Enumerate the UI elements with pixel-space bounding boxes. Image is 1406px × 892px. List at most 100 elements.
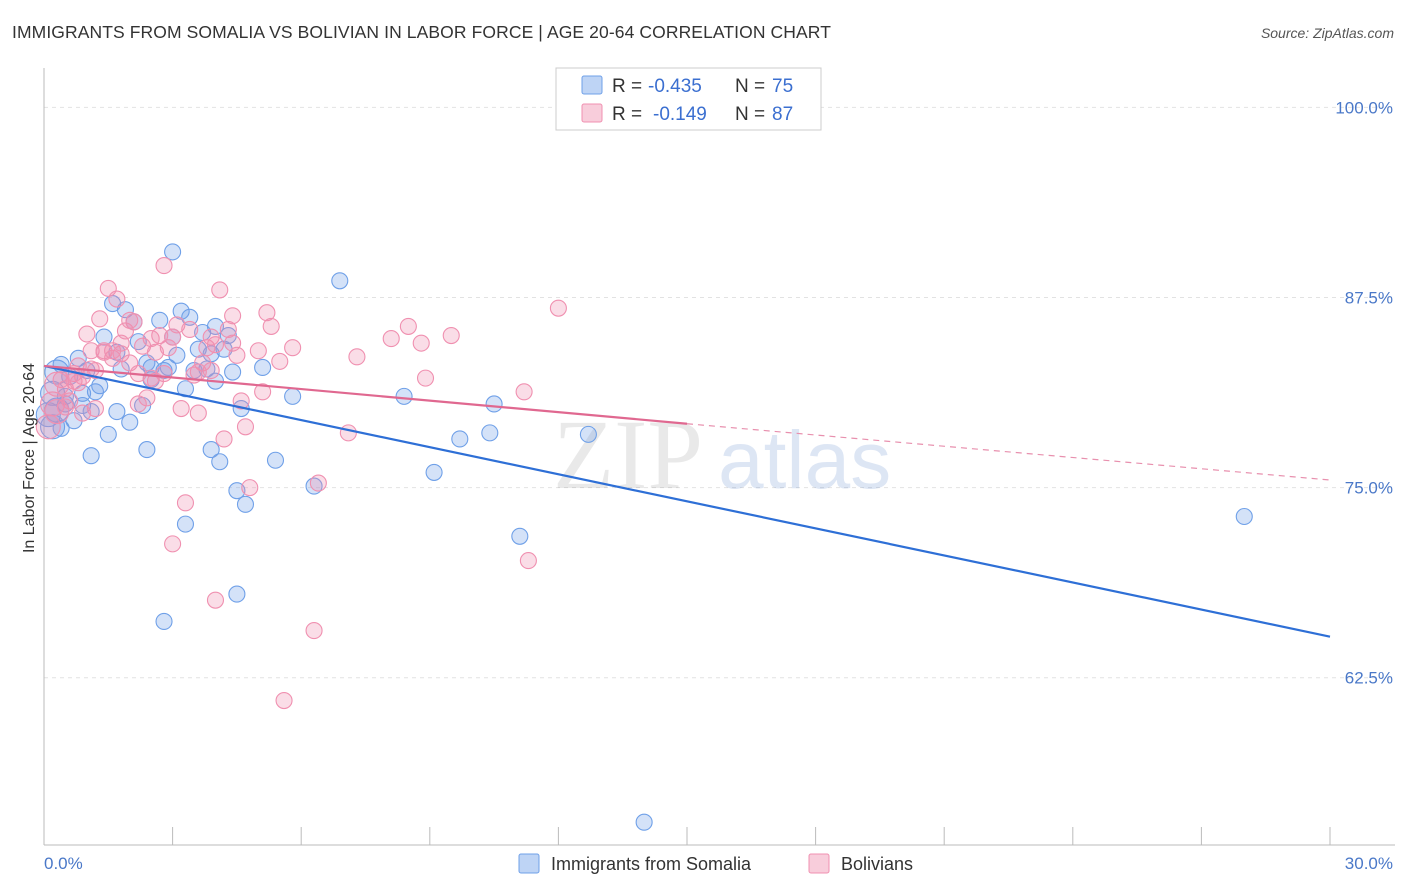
point-somalia-61 <box>425 463 443 481</box>
point-bolivians-50 <box>258 304 276 322</box>
series-somalia-points <box>35 243 1253 831</box>
point-somalia-34 <box>164 243 182 261</box>
y-tick-label-3: 100.0% <box>1335 98 1393 117</box>
point-bolivians-79 <box>249 342 267 360</box>
point-bolivians-30 <box>164 535 182 553</box>
point-bolivians-40 <box>206 591 225 609</box>
point-bolivians-45 <box>228 346 246 364</box>
point-somalia-73 <box>99 425 117 443</box>
point-somalia-65 <box>511 527 529 545</box>
y-tick-label-1: 75.0% <box>1345 479 1393 498</box>
point-somalia-37 <box>176 515 195 533</box>
point-bolivians-43 <box>219 320 237 339</box>
point-bolivians-70 <box>121 311 139 329</box>
point-bolivians-65 <box>549 299 567 317</box>
point-bolivians-85 <box>112 334 130 352</box>
point-bolivians-59 <box>399 317 417 335</box>
series-bolivians-points <box>35 257 567 710</box>
point-somalia-54 <box>236 495 255 513</box>
x-tick-label-1: 30.0% <box>1345 854 1393 873</box>
point-bolivians-10 <box>82 342 100 360</box>
point-somalia-45 <box>202 441 220 459</box>
point-bolivians-1 <box>40 391 66 417</box>
y-tick-label-0: 62.5% <box>1345 669 1393 688</box>
point-somalia-46 <box>206 317 225 335</box>
point-bolivians-53 <box>284 339 302 357</box>
point-somalia-72 <box>52 419 70 437</box>
legend-r-label-1: R = <box>612 104 642 125</box>
point-somalia-68 <box>635 813 653 831</box>
point-somalia-60 <box>395 387 413 405</box>
bottom-legend-swatch-somalia <box>518 853 540 874</box>
point-somalia-26 <box>138 441 156 459</box>
point-bolivians-9 <box>78 325 96 343</box>
point-somalia-63 <box>485 395 503 413</box>
point-somalia-51 <box>224 363 242 381</box>
point-bolivians-51 <box>262 317 280 335</box>
point-bolivians-16 <box>108 290 126 308</box>
point-bolivians-69 <box>86 399 104 418</box>
point-somalia-62 <box>451 430 469 448</box>
point-somalia-30 <box>151 311 169 329</box>
point-bolivians-60 <box>412 334 430 352</box>
point-bolivians-42 <box>215 430 233 448</box>
point-bolivians-23 <box>138 389 156 407</box>
trend-line-somalia <box>43 364 1331 638</box>
point-bolivians-29 <box>159 339 177 357</box>
point-bolivians-54 <box>305 622 323 640</box>
point-bolivians-28 <box>155 257 173 275</box>
point-bolivians-32 <box>172 399 190 418</box>
point-somalia-39 <box>181 308 199 326</box>
top-legend: R = -0.435 N = 75 R = -0.149 N = 87 <box>555 67 822 131</box>
point-somalia-57 <box>284 387 302 405</box>
x-tick-label-0: 0.0% <box>44 854 83 873</box>
legend-n-label-0: N = <box>735 76 765 97</box>
point-somalia-56 <box>266 451 285 469</box>
point-bolivians-80 <box>95 343 113 361</box>
point-bolivians-84 <box>65 372 83 390</box>
point-bolivians-61 <box>416 369 435 387</box>
point-bolivians-48 <box>241 479 259 497</box>
watermark: ZIP atlas <box>553 399 891 510</box>
x-tick-labels: 0.0% 30.0% <box>44 854 1393 873</box>
point-bolivians-67 <box>56 398 74 416</box>
point-bolivians-47 <box>236 418 255 436</box>
point-bolivians-77 <box>164 328 182 346</box>
point-bolivians-57 <box>348 348 366 366</box>
point-somalia-69 <box>228 585 246 603</box>
point-bolivians-46 <box>232 392 250 410</box>
point-bolivians-78 <box>224 307 242 325</box>
legend-r-value-0: -0.435 <box>648 76 702 97</box>
point-somalia-22 <box>121 413 139 431</box>
y-tick-label-2: 87.5% <box>1345 289 1393 308</box>
point-bolivians-33 <box>176 494 195 512</box>
point-bolivians-81 <box>74 404 92 422</box>
point-somalia-14 <box>82 447 100 465</box>
point-bolivians-58 <box>382 330 400 348</box>
point-somalia-70 <box>155 612 173 630</box>
point-bolivians-39 <box>202 361 220 380</box>
y-tick-labels: 62.5% 75.0% 87.5% 100.0% <box>1335 98 1393 687</box>
chart-title: IMMIGRANTS FROM SOMALIA VS BOLIVIAN IN L… <box>12 22 832 42</box>
source-label: Source: ZipAtlas.com <box>1260 25 1394 41</box>
point-bolivians-83 <box>189 363 207 381</box>
point-somalia-59 <box>331 272 349 290</box>
point-bolivians-82 <box>142 330 160 348</box>
point-bolivians-73 <box>44 371 70 397</box>
bottom-legend: Immigrants from Somalia Bolivians <box>518 853 913 874</box>
point-bolivians-56 <box>339 424 357 442</box>
point-somalia-64 <box>481 424 499 442</box>
point-somalia-19 <box>108 403 126 421</box>
legend-swatch-somalia <box>581 75 603 95</box>
legend-n-label-1: N = <box>735 104 765 125</box>
y-axis-label: In Labor Force | Age 20-64 <box>21 363 38 553</box>
point-bolivians-62 <box>442 326 460 345</box>
point-bolivians-36 <box>189 404 207 422</box>
point-bolivians-76 <box>129 395 147 413</box>
point-bolivians-12 <box>91 310 109 328</box>
legend-n-value-1: 87 <box>772 104 793 125</box>
watermark-zip: ZIP <box>553 399 703 510</box>
point-bolivians-63 <box>519 552 537 570</box>
point-bolivians-34 <box>181 320 199 339</box>
